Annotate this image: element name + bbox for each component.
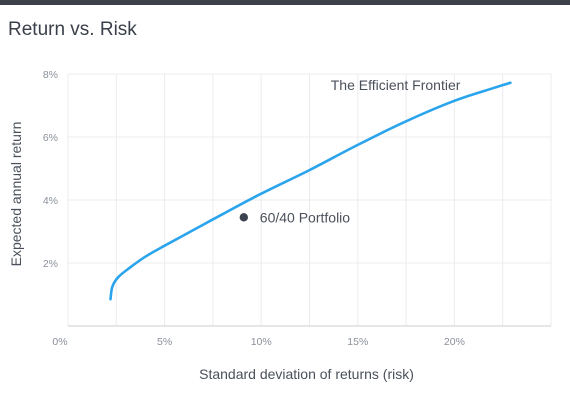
points-layer: 60/40 Portfolio [240, 209, 351, 225]
y-tick-label: 8% [43, 69, 58, 81]
x-axis-title: Standard deviation of returns (risk) [199, 366, 414, 382]
y-tick-label: 2% [43, 258, 58, 270]
x-tick-label: 20% [444, 336, 465, 348]
x-axis-ticks: 0% 5% 10% 15% 20% [52, 336, 465, 348]
efficient-frontier-line [111, 83, 511, 299]
y-axis-ticks: 2% 4% 6% 8% [43, 69, 58, 270]
point-label: 60/40 Portfolio [260, 209, 350, 225]
grid [68, 74, 551, 326]
y-tick-label: 4% [43, 195, 58, 207]
series-label: The Efficient Frontier [331, 77, 461, 93]
x-tick-label: 5% [157, 336, 172, 348]
x-tick-label: 10% [251, 336, 272, 348]
series-layer: The Efficient Frontier [111, 77, 511, 299]
y-axis-title: Expected annual return [8, 122, 24, 267]
y-tick-label: 6% [43, 132, 58, 144]
x-tick-label: 15% [347, 336, 368, 348]
x-tick-label: 0% [52, 336, 67, 348]
portfolio-point [240, 213, 248, 221]
